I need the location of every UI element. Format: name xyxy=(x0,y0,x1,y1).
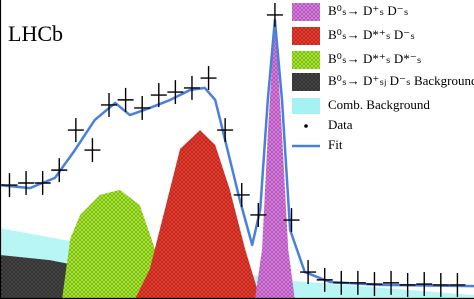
legend-swatch xyxy=(292,3,320,21)
legend-label: Fit xyxy=(328,137,343,152)
data-point xyxy=(101,92,118,117)
annotation: LHCb xyxy=(8,21,63,46)
data-point xyxy=(84,138,101,163)
data-point xyxy=(117,87,134,112)
data-point xyxy=(316,267,333,292)
component-area xyxy=(135,130,261,299)
data-point xyxy=(416,272,433,297)
legend-label: B⁰ₛ→ D⁺ₛ D⁻ₛ xyxy=(328,3,409,18)
legend-label: Data xyxy=(328,117,353,132)
legend-swatch xyxy=(292,73,320,91)
data-point xyxy=(150,83,167,108)
data-point xyxy=(383,270,400,295)
legend-label: B⁰ₛ→ D*⁺ₛ D⁻ₛ xyxy=(328,27,415,42)
data-point xyxy=(51,158,68,183)
data-point xyxy=(134,95,151,120)
data-point xyxy=(349,270,366,295)
data-point xyxy=(366,272,383,297)
component-area xyxy=(62,189,175,299)
data-point xyxy=(300,260,317,285)
data-point xyxy=(183,75,200,100)
data-point xyxy=(18,171,35,195)
legend-label: Comb. Background xyxy=(328,97,430,112)
data-point xyxy=(432,272,449,297)
data-point xyxy=(266,2,283,27)
data-point xyxy=(399,272,416,297)
legend-swatch xyxy=(292,27,320,45)
data-point xyxy=(233,182,250,207)
legend-swatch xyxy=(292,98,320,114)
data-point xyxy=(333,270,350,295)
data-point xyxy=(67,118,84,143)
data-point xyxy=(217,118,234,143)
component-area xyxy=(255,14,295,299)
data-point xyxy=(34,171,51,195)
legend-swatch xyxy=(292,51,320,69)
data-point xyxy=(167,80,184,105)
data-point xyxy=(449,272,466,297)
fit-line xyxy=(0,18,474,288)
data-point xyxy=(1,173,18,198)
data-point xyxy=(250,203,267,227)
legend-label: B⁰ₛ→ D⁺ₛⱼ D⁻ₛ Background xyxy=(328,73,474,88)
data-point xyxy=(200,66,217,90)
data-point xyxy=(283,208,300,233)
legend: B⁰ₛ→ D⁺ₛ D⁻ₛ B⁰ₛ→ D*⁺ₛ D⁻ₛ B⁰ₛ→ D*⁺ₛ D*⁻ₛ B… xyxy=(288,0,474,152)
legend-label: B⁰ₛ→ D*⁺ₛ D*⁻ₛ xyxy=(328,51,422,66)
legend-swatch xyxy=(304,124,308,128)
